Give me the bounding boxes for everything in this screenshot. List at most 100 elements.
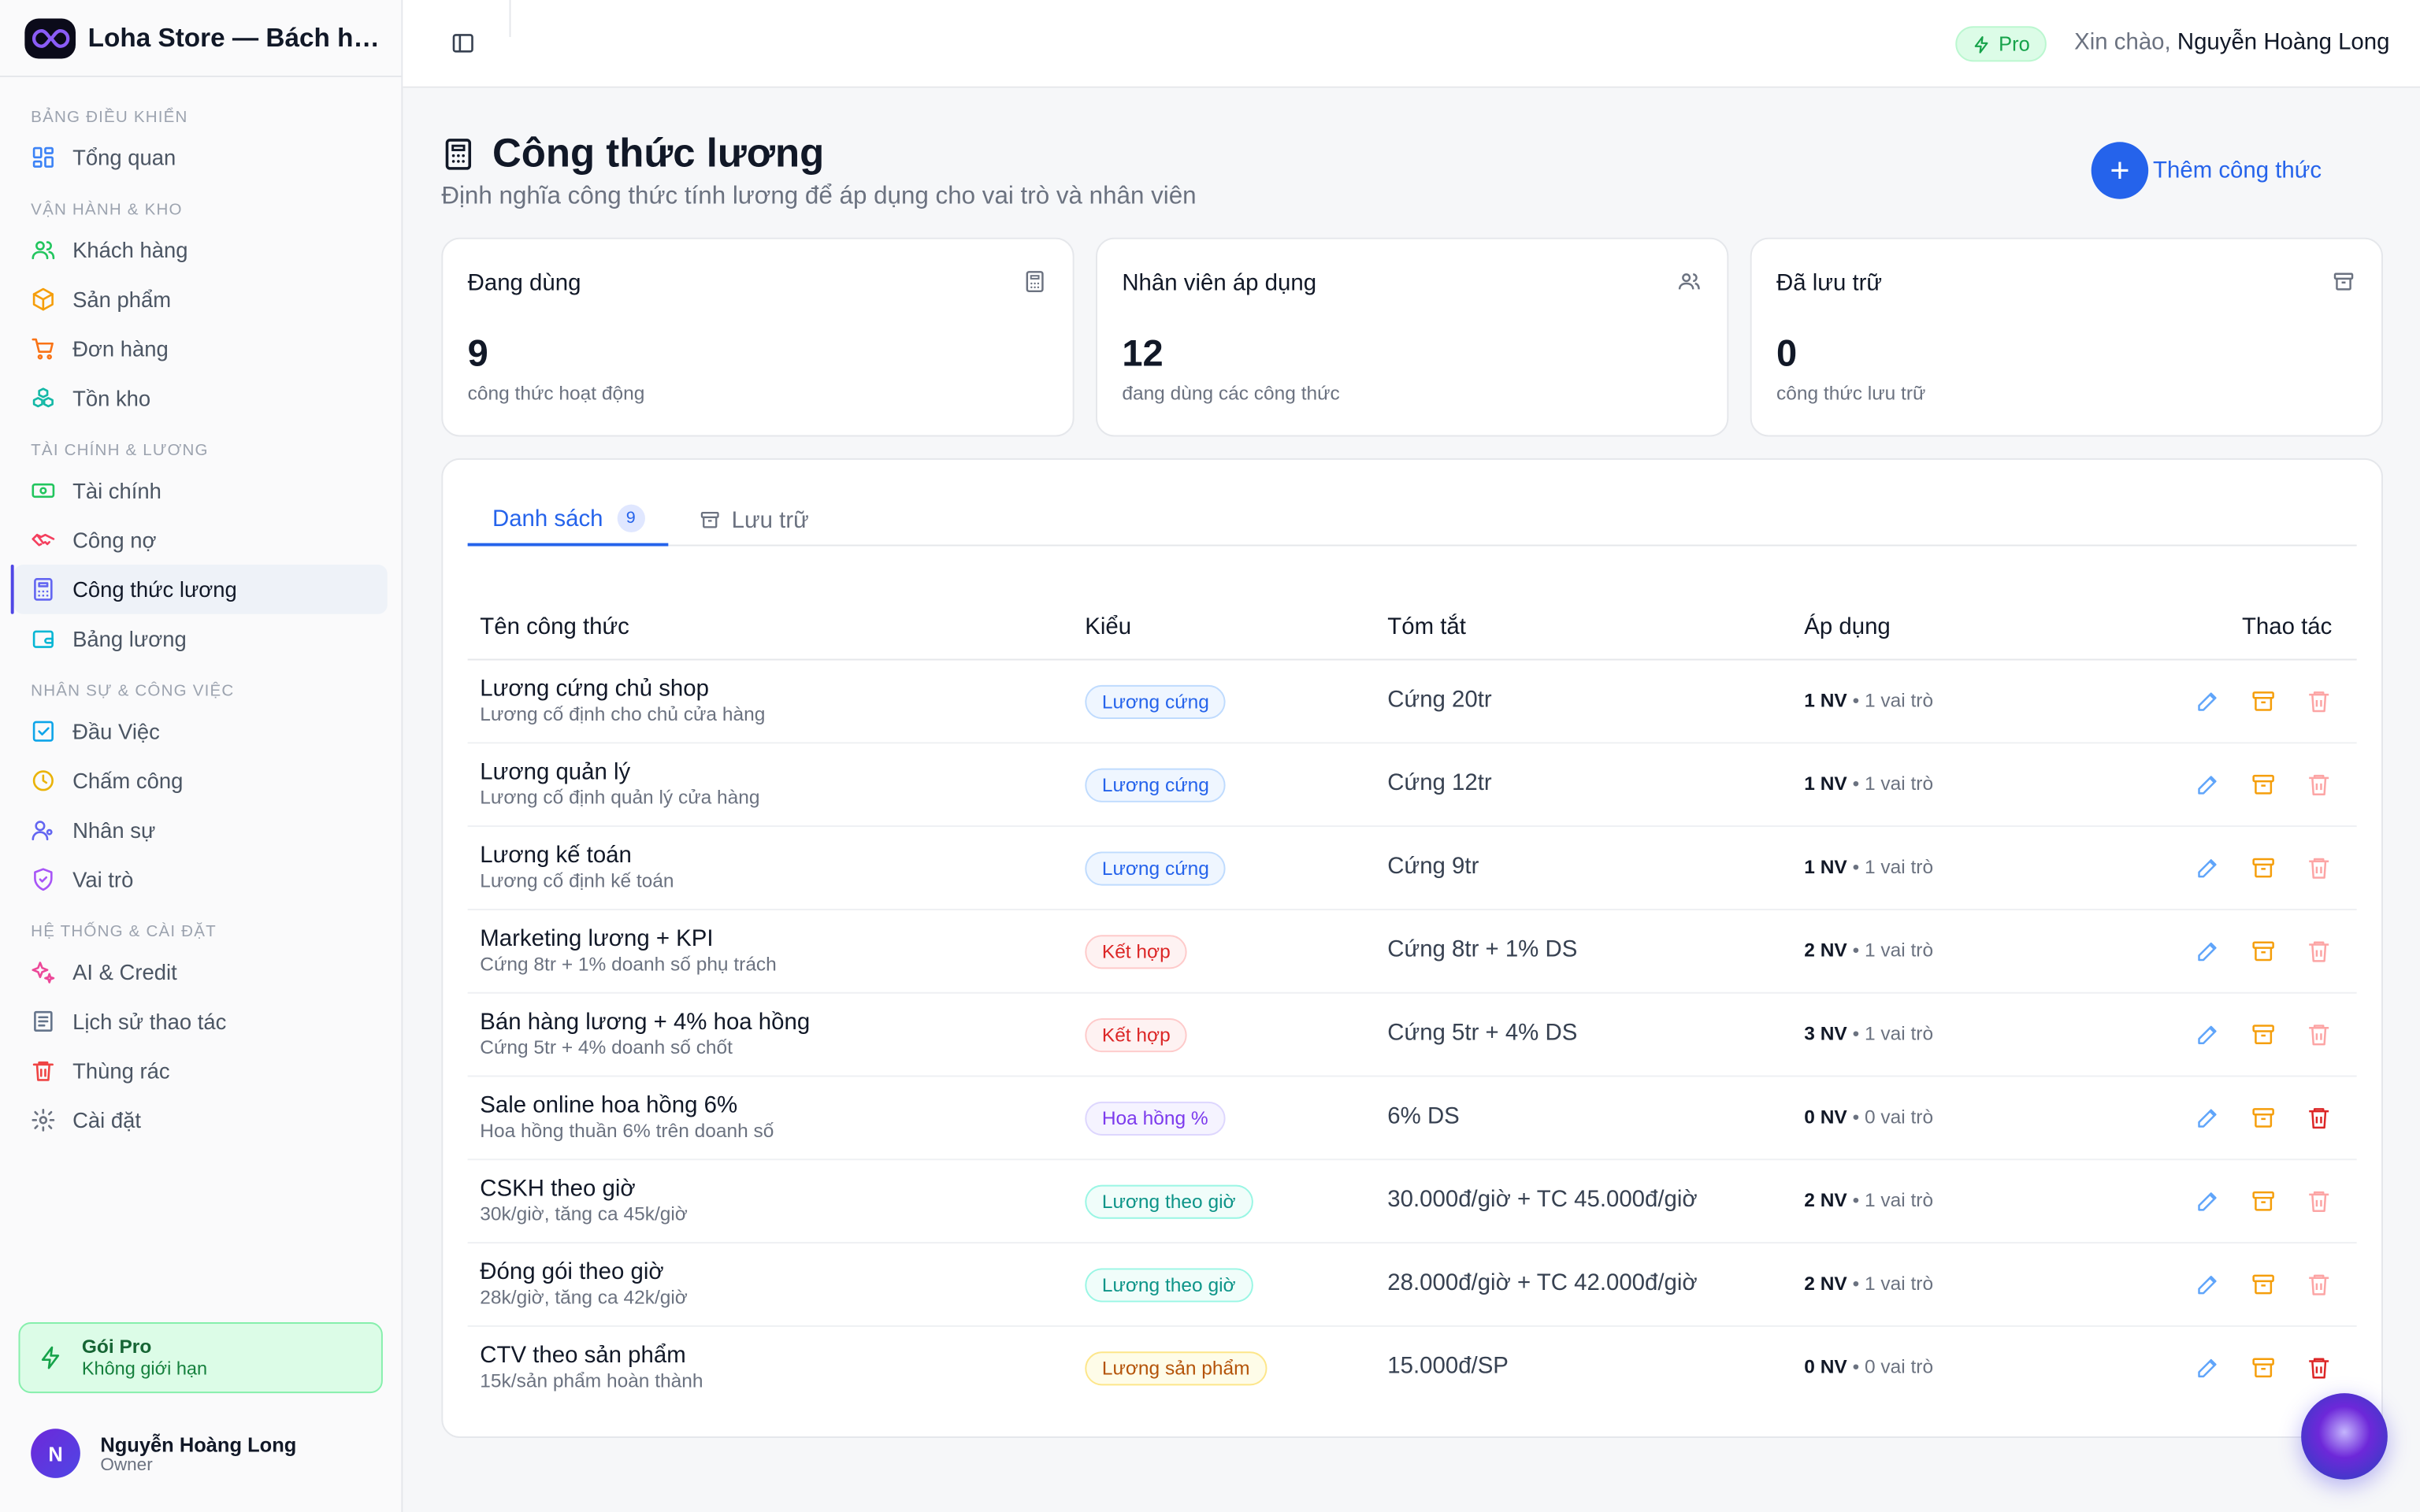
stat-label: Nhân viên áp dụng [1122,269,1317,297]
edit-icon[interactable] [2195,1105,2221,1131]
delete-icon[interactable] [2306,772,2332,798]
row-actions [2195,854,2332,880]
table-row[interactable]: Lương kế toán Lương cố định kế toán Lươn… [467,827,2357,910]
table-body: Lương cứng chủ shop Lương cố định cho ch… [467,661,2357,1410]
sidebar-section-label: BẢNG ĐIỀU KHIỂN [31,108,188,127]
loha-logo-icon [24,17,76,58]
brand[interactable]: Loha Store — Bách hóa ... [0,0,402,77]
sidebar-item[interactable]: Đầu Việc [14,706,388,756]
formula-apply: 3 NV • 1 vai trò [1804,1023,1933,1044]
table-row[interactable]: Lương quản lý Lương cố định quản lý cửa … [467,743,2357,828]
role-count: • 0 vai trò [1852,1106,1934,1128]
archive-icon[interactable] [2250,938,2276,964]
sidebar-item[interactable]: Bảng lương [14,614,388,664]
sidebar-item[interactable]: AI & Credit [14,947,388,997]
edit-icon[interactable] [2195,854,2221,880]
formula-summary: Cứng 12tr [1387,769,1492,796]
archive-icon[interactable] [2250,772,2276,798]
user-icon [31,817,55,842]
edit-icon[interactable] [2195,1354,2221,1380]
sidebar-item[interactable]: Tài chính [14,466,388,516]
sidebar-item[interactable]: Nhân sự [14,806,388,855]
topbar: Pro Xin chào, Nguyễn Hoàng Long [403,0,2420,88]
delete-icon[interactable] [2306,1354,2332,1380]
shield-icon [31,867,55,891]
table-row[interactable]: Đóng gói theo giờ 28k/giờ, tăng ca 42k/g… [467,1243,2357,1327]
cart-icon [31,336,55,361]
formula-description: 15k/sản phẩm hoàn thành [480,1369,703,1392]
page-title: Công thức lương [441,130,1196,178]
table-row[interactable]: CSKH theo giờ 30k/giờ, tăng ca 45k/giờ L… [467,1160,2357,1244]
formula-description: Lương cố định cho chủ cửa hàng [480,703,766,725]
formula-name-cell: Lương cứng chủ shop Lương cố định cho ch… [480,676,765,725]
sidebar-item[interactable]: Vai trò [14,854,388,904]
plus-icon: + [2091,142,2149,199]
edit-icon[interactable] [2195,938,2221,964]
avatar: N [31,1429,80,1478]
sidebar-item[interactable]: Sản phẩm [14,275,388,324]
table-row[interactable]: Bán hàng lương + 4% hoa hồng Cứng 5tr + … [467,994,2357,1077]
delete-icon[interactable] [2306,688,2332,714]
sidebar-item[interactable]: Đơn hàng [14,324,388,373]
table-row[interactable]: Marketing lương + KPI Cứng 8tr + 1% doan… [467,910,2357,994]
page-header: Công thức lương Định nghĩa công thức tín… [441,130,1196,212]
formula-type-badge: Lương sản phẩm [1085,1351,1268,1386]
sidebar-item[interactable]: Chấm công [14,756,388,806]
sidebar-item[interactable]: Khách hàng [14,225,388,275]
sidebar-item[interactable]: Thùng rác [14,1046,388,1095]
box-icon [31,287,55,311]
panel-left-icon [452,34,473,53]
table-row[interactable]: Lương cứng chủ shop Lương cố định cho ch… [467,661,2357,744]
tab-archive[interactable]: Lưu trữ [700,494,809,547]
delete-icon[interactable] [2306,1105,2332,1131]
sidebar-item[interactable]: Cài đặt [14,1095,388,1145]
formula-name-cell: Đóng gói theo giờ 28k/giờ, tăng ca 42k/g… [480,1259,688,1309]
formula-description: Lương cố định kế toán [480,869,674,892]
delete-icon[interactable] [2306,1271,2332,1297]
role-count: • 1 vai trò [1852,1273,1934,1295]
formula-name: Sale online hoa hồng 6% [480,1092,738,1119]
formula-description: 30k/giờ, tăng ca 45k/giờ [480,1203,688,1225]
sidebar-toggle-button[interactable] [451,31,475,55]
sidebar-item-label: Vai trò [72,867,134,892]
pro-badge[interactable]: Pro [1955,26,2047,62]
edit-icon[interactable] [2195,772,2221,798]
user-profile[interactable]: N Nguyễn Hoàng Long Owner [31,1429,296,1478]
archive-icon[interactable] [2250,854,2276,880]
sidebar-item[interactable]: Công thức lương [10,565,388,614]
sidebar-item[interactable]: Tổng quan [14,132,388,182]
archive-icon[interactable] [2250,1105,2276,1131]
ai-assistant-button[interactable] [2301,1393,2388,1480]
formula-summary: Cứng 20tr [1387,686,1492,713]
archive-icon[interactable] [2250,1188,2276,1214]
sidebar-item[interactable]: Tồn kho [14,373,388,423]
stat-desc: đang dùng các công thức [1122,382,1340,405]
edit-icon[interactable] [2195,1271,2221,1297]
table-row[interactable]: Sale online hoa hồng 6% Hoa hồng thuần 6… [467,1077,2357,1161]
formula-summary: Cứng 8tr + 1% DS [1387,936,1578,963]
formula-description: Lương cố định quản lý cửa hàng [480,787,760,809]
delete-icon[interactable] [2306,1021,2332,1047]
tab-list-label: Danh sách [492,505,603,532]
archive-icon[interactable] [2250,1271,2276,1297]
edit-icon[interactable] [2195,1188,2221,1214]
delete-icon[interactable] [2306,1188,2332,1214]
delete-icon[interactable] [2306,938,2332,964]
archive-icon[interactable] [2250,1354,2276,1380]
sidebar-item[interactable]: Công nợ [14,515,388,565]
sidebar-item[interactable]: Lịch sử thao tác [14,997,388,1047]
archive-icon[interactable] [2250,1021,2276,1047]
formula-summary: Cứng 5tr + 4% DS [1387,1020,1578,1047]
formula-type-badge: Kết hợp [1085,1018,1188,1053]
users-icon [31,238,55,262]
pro-card-title: Gói Pro [81,1336,152,1358]
edit-icon[interactable] [2195,688,2221,714]
tab-list[interactable]: Danh sách 9 [467,494,669,547]
delete-icon[interactable] [2306,854,2332,880]
archive-icon[interactable] [2250,688,2276,714]
edit-icon[interactable] [2195,1021,2221,1047]
pro-plan-card[interactable]: Gói Pro Không giới hạn [18,1322,383,1394]
table-row[interactable]: CTV theo sản phẩm 15k/sản phẩm hoàn thàn… [468,1327,2357,1410]
add-formula-button[interactable]: + Thêm công thức [2091,142,2322,199]
